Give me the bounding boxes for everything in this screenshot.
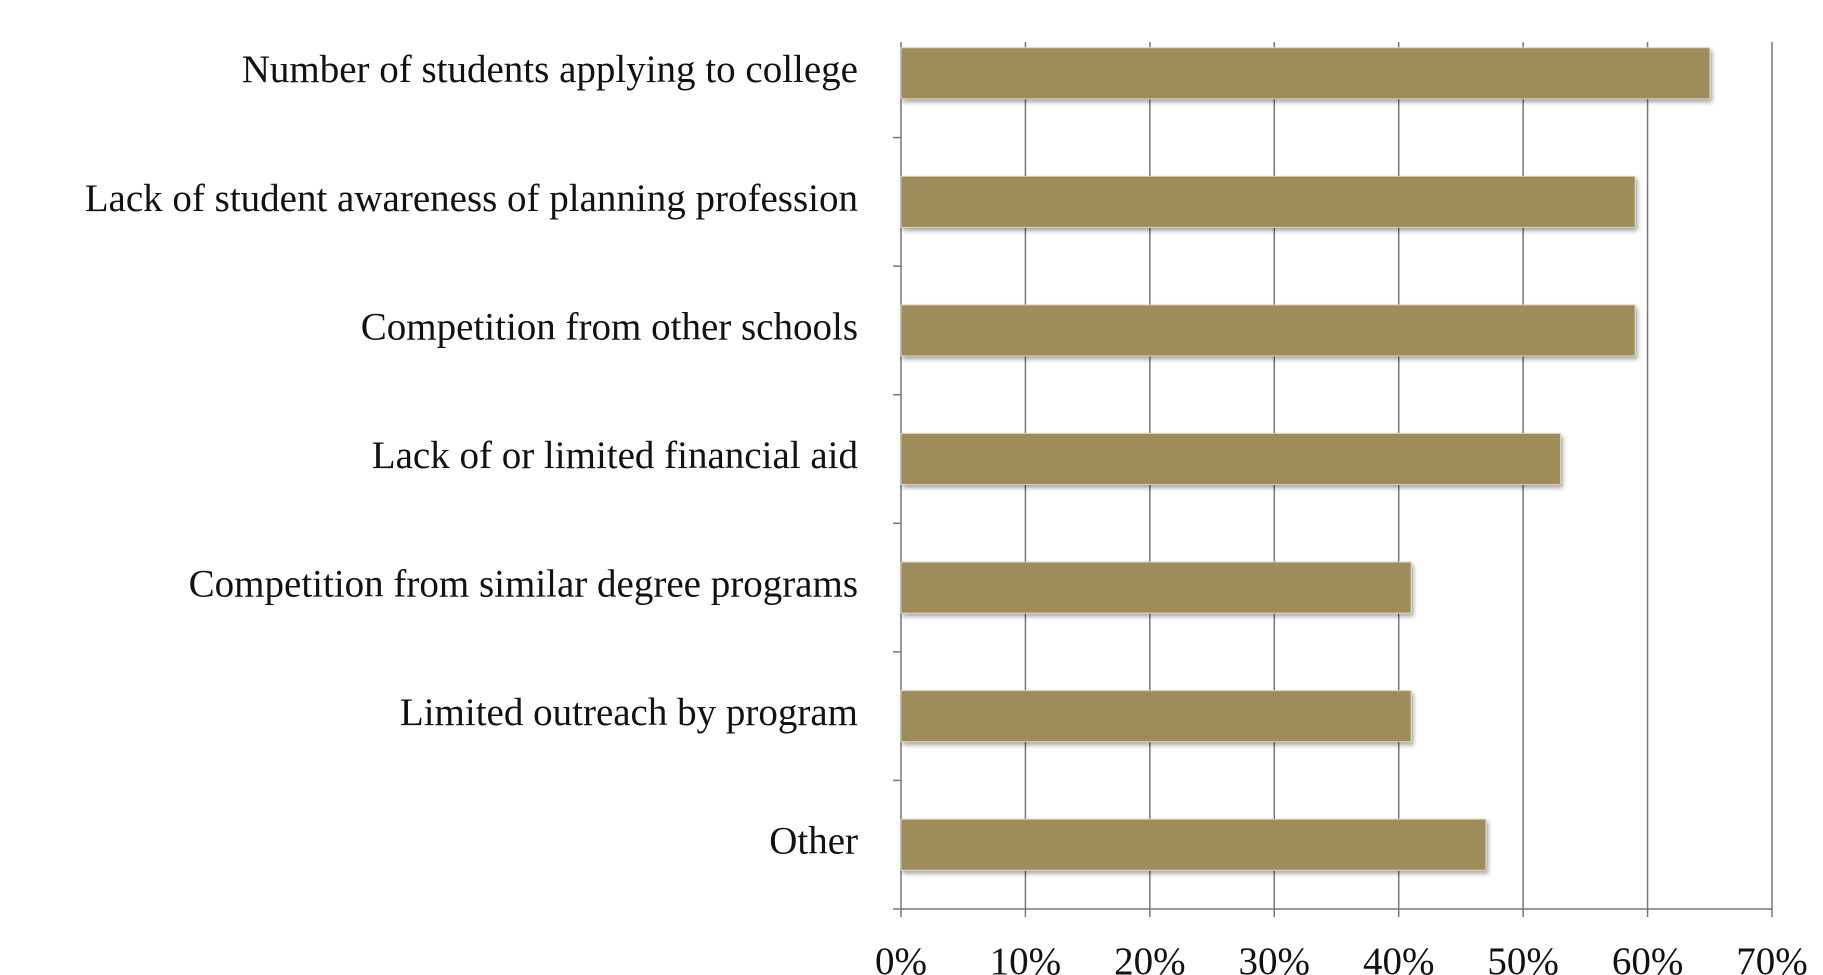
x-tick-label: 0% <box>875 940 927 975</box>
y-tick-label: Number of students applying to college <box>242 48 858 91</box>
bar <box>900 818 1487 871</box>
bar <box>900 561 1412 614</box>
bar <box>900 690 1412 743</box>
y-tick-label: Lack of student awareness of planning pr… <box>85 177 858 220</box>
x-tick-label: 10% <box>990 940 1062 975</box>
bar <box>900 433 1561 485</box>
y-tick-label: Lack of or limited financial aid <box>372 434 859 477</box>
x-tick-label: 40% <box>1363 940 1435 975</box>
y-tick-label: Limited outreach by program <box>400 691 858 734</box>
x-tick-label: 50% <box>1487 940 1559 975</box>
x-tick-label: 30% <box>1239 940 1311 975</box>
x-tick-label: 70% <box>1736 940 1808 975</box>
x-tick-label: 20% <box>1114 940 1186 975</box>
x-tick-label: 60% <box>1612 940 1684 975</box>
bar <box>900 175 1636 228</box>
y-tick-label: Competition from other schools <box>361 305 858 348</box>
y-tick-label: Other <box>769 820 858 863</box>
y-tick-label: Competition from similar degree programs <box>189 563 858 606</box>
bar <box>900 47 1711 100</box>
bar <box>900 304 1636 357</box>
